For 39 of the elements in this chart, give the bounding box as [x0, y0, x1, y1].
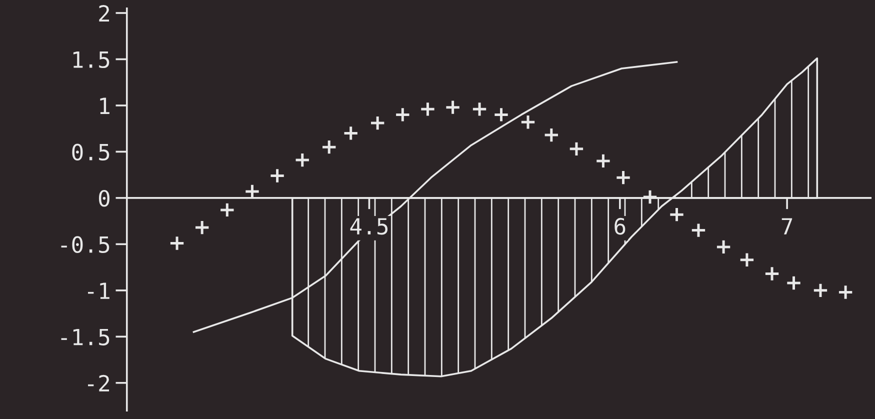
point	[520, 114, 536, 130]
point	[321, 139, 337, 155]
point	[444, 99, 461, 116]
x-tick-label: 4.5	[350, 218, 388, 235]
y-tick-label: 2	[99, 5, 110, 22]
point	[668, 206, 685, 222]
point	[269, 168, 286, 184]
point	[595, 153, 612, 169]
x-tick-label: 7	[782, 218, 792, 234]
point	[169, 235, 185, 252]
point	[219, 202, 235, 218]
point	[568, 141, 584, 157]
point	[370, 115, 386, 131]
point	[472, 101, 488, 118]
point	[690, 222, 706, 238]
y-tick-label: 1.5	[73, 52, 110, 68]
y-tick-label: -2	[88, 374, 110, 392]
point	[812, 282, 828, 298]
point	[786, 275, 802, 291]
point	[294, 152, 310, 168]
point	[716, 239, 732, 255]
point	[764, 266, 780, 282]
y-tick-label: -1	[88, 282, 110, 299]
point	[493, 106, 510, 123]
y-tick-label: 1	[100, 98, 110, 114]
point	[615, 170, 632, 186]
y-tick-label: 0.5	[72, 144, 110, 161]
x-tick-label: 6	[614, 218, 626, 235]
point	[642, 189, 658, 205]
point	[544, 127, 560, 143]
point	[343, 125, 359, 142]
point	[194, 220, 210, 236]
y-tick-label: 0	[98, 190, 110, 207]
point	[420, 101, 436, 118]
y-tick-label: -1.5	[61, 328, 110, 346]
point	[838, 284, 854, 300]
point	[394, 106, 410, 123]
point	[739, 252, 755, 268]
y-tick-label: -0.5	[61, 236, 110, 253]
